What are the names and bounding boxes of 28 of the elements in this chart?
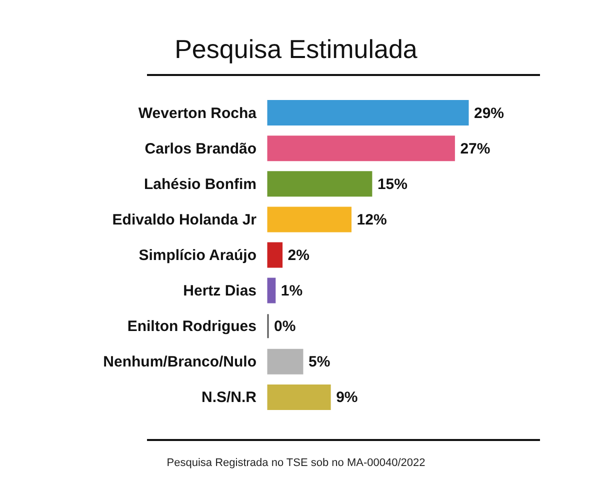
y-tick-label: Edivaldo Holanda Jr — [112, 211, 257, 228]
bar — [267, 278, 276, 304]
y-tick-label: Weverton Rocha — [138, 104, 258, 122]
text: Pesquisa Registrada no TSE sob no MA-00040/2022 — [166, 457, 426, 469]
y-tick-label: Carlos Brandão — [144, 140, 256, 158]
y-tick-label: Nenhum/Branco/Nulo — [103, 354, 256, 371]
y-tick-label: Hertz Dias — [183, 282, 256, 300]
bar — [267, 136, 455, 162]
data-label: 9% — [336, 389, 358, 406]
bar — [267, 242, 283, 268]
data-label: 2% — [288, 247, 310, 264]
data-label: 0% — [274, 318, 296, 336]
data-label: 12% — [356, 211, 387, 228]
bar — [267, 348, 304, 374]
y-tick-label: N.S/N.R — [201, 389, 257, 406]
bar — [267, 171, 372, 197]
data-label: 5% — [308, 354, 330, 371]
y-tick-label: Enilton Rodrigues — [127, 318, 256, 336]
bar — [267, 100, 469, 126]
data-label: 29% — [474, 104, 504, 122]
bar — [267, 384, 331, 410]
data-label: 1% — [280, 282, 303, 300]
data-label: 27% — [460, 140, 490, 158]
chart-title: Pesquisa Estimulada — [174, 34, 418, 64]
y-tick-label: Simplício Araújo — [138, 247, 256, 264]
bar — [267, 206, 352, 232]
data-label: 15% — [377, 176, 408, 193]
y-tick-label: Lahésio Bonfim — [144, 176, 256, 193]
